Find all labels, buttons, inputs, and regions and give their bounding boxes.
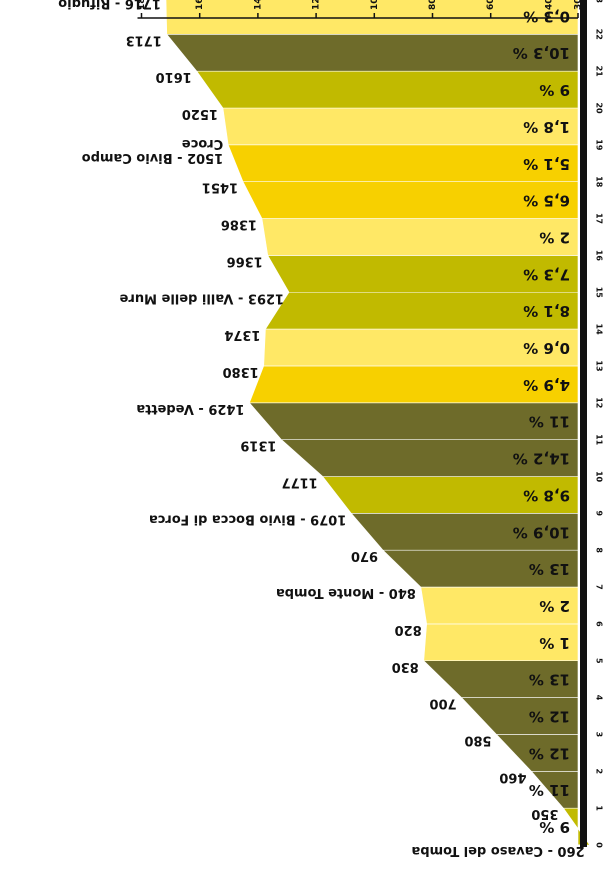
altitude-axis: 300 400 600 800 1000 1200 1400 1600 1800 xyxy=(137,0,584,19)
altitude-label: 350 xyxy=(531,807,558,822)
altitude-label: 700 xyxy=(429,696,456,711)
gradient-label: 7,3 % xyxy=(523,265,570,283)
gradient-label: 12 % xyxy=(529,744,570,762)
km-tick-label: 22 xyxy=(595,29,604,40)
km-tick-label: 10 xyxy=(595,471,604,483)
gradient-label: 0,3 % xyxy=(523,7,570,25)
profile-segment xyxy=(196,70,579,109)
gradient-label: 11 % xyxy=(529,781,570,799)
altitude-label: 1177 xyxy=(282,475,318,490)
km-tick-label: 11 xyxy=(595,434,604,446)
km-tick-label: 21 xyxy=(595,66,604,78)
gradient-label: 9 % xyxy=(539,81,570,99)
gradient-label: 13 % xyxy=(529,671,570,689)
profile-segment xyxy=(261,218,579,256)
altitude-label: 1293 - Valli delle Mure xyxy=(119,291,284,306)
altitude-label: 820 xyxy=(395,622,422,637)
km-tick-label: 9 xyxy=(595,511,604,517)
km-tick-label: 5 xyxy=(595,658,604,664)
km-tick-label: 4 xyxy=(595,695,604,701)
altitude-label: 460 xyxy=(499,770,526,785)
km-tick-label: 20 xyxy=(595,102,604,114)
km-axis: 01234567891011121314151617181920212223 xyxy=(578,0,604,848)
altitude-tick-label: 300 xyxy=(574,0,584,10)
altitude-label: 260 - Cavaso del Tomba xyxy=(411,844,584,859)
gradient-label: 0,6 % xyxy=(523,339,570,357)
altitude-label: 1380 xyxy=(223,364,259,379)
gradient-label: 10,3 % xyxy=(513,44,570,62)
altitude-labels: 260 - Cavaso del Tomba 350 460 580 700 830 820… xyxy=(58,0,584,859)
altitude-label: 1386 xyxy=(221,217,257,232)
km-tick-label: 17 xyxy=(595,213,604,224)
gradient-label: 4,9 % xyxy=(523,376,570,394)
km-tick-label: 14 xyxy=(595,324,604,336)
gradient-label: 13 % xyxy=(529,560,570,578)
km-tick-label: 8 xyxy=(595,547,604,553)
altitude-tick-label: 1000 xyxy=(370,0,380,10)
km-tick-label: 1 xyxy=(595,805,604,811)
km-tick-label: 15 xyxy=(595,287,604,299)
altitude-label: 1716 - Rifugio xyxy=(58,0,161,11)
rotated-plot-group: 9 %11 %12 %12 %13 %1 %2 %13 %10,9 %9,8 %… xyxy=(58,0,604,859)
km-tick-label: 18 xyxy=(595,176,604,188)
gradient-label: 14,2 % xyxy=(513,450,570,468)
km-axis-bar xyxy=(580,0,587,847)
gradient-label: 9,8 % xyxy=(523,486,570,504)
km-tick-label: 2 xyxy=(595,769,604,775)
altitude-label: 1319 xyxy=(240,438,276,453)
gradient-label: 5,1 % xyxy=(523,155,570,173)
altitude-label: 1079 - Bivio Bocca di Forca xyxy=(149,512,346,527)
altitude-tick-label: 600 xyxy=(486,0,496,10)
altitude-tick-label: 1400 xyxy=(253,0,263,10)
altitude-label: 830 xyxy=(392,659,419,674)
km-tick-label: 19 xyxy=(595,139,604,151)
gradient-label: 2 % xyxy=(539,228,570,246)
km-tick-label: 6 xyxy=(595,621,604,627)
altitude-label: 840 - Monte Tomba xyxy=(276,586,416,601)
gradient-label: 1,8 % xyxy=(523,118,570,136)
km-tick-label: 23 xyxy=(595,0,604,3)
altitude-label: 1366 xyxy=(227,254,263,269)
gradient-label: 2 % xyxy=(539,597,570,615)
altitude-tick-label: 1800 xyxy=(137,0,147,10)
altitude-label: 1374 xyxy=(224,328,260,343)
km-tick-label: 3 xyxy=(595,732,604,738)
altitude-label: 970 xyxy=(351,549,378,564)
altitude-label: 1451 xyxy=(202,180,238,195)
altitude-label: 1610 xyxy=(156,70,192,85)
gradient-labels: 9 % 11 % 12 % 12 % 13 % 1 % 2 % 13 % 10,9 % 9,8 %… xyxy=(513,7,570,836)
altitude-label: 1713 xyxy=(126,33,162,48)
gradient-label: 11 % xyxy=(529,413,570,431)
km-tick-label: 12 xyxy=(595,397,604,408)
altitude-label: 1429 - Vedetta xyxy=(136,401,244,416)
altitude-tick-label: 800 xyxy=(428,0,438,10)
gradient-label: 9 % xyxy=(539,818,570,836)
profile-segment xyxy=(248,402,579,440)
gradient-label: 10,9 % xyxy=(513,523,570,541)
gradient-label: 12 % xyxy=(529,708,570,726)
km-tick-label: 0 xyxy=(595,842,604,848)
altitude-tick-label: 1200 xyxy=(312,0,322,10)
km-tick-label: 13 xyxy=(595,360,604,371)
km-tick-label: 7 xyxy=(595,584,604,590)
gradient-label: 6,5 % xyxy=(523,192,570,210)
gradient-label: 1 % xyxy=(539,634,570,652)
profile-areas xyxy=(165,0,591,846)
altitude-label: 1520 xyxy=(182,107,218,122)
altitude-tick-label: 400 xyxy=(544,0,554,10)
profile-segment xyxy=(165,0,579,35)
gradient-label: 8,1 % xyxy=(523,302,570,320)
altitude-label: 580 xyxy=(464,733,491,748)
km-tick-label: 16 xyxy=(595,250,604,262)
altitude-label: 1502 - Bivio CampoCroce xyxy=(82,136,224,165)
altitude-tick-label: 1600 xyxy=(195,0,205,10)
